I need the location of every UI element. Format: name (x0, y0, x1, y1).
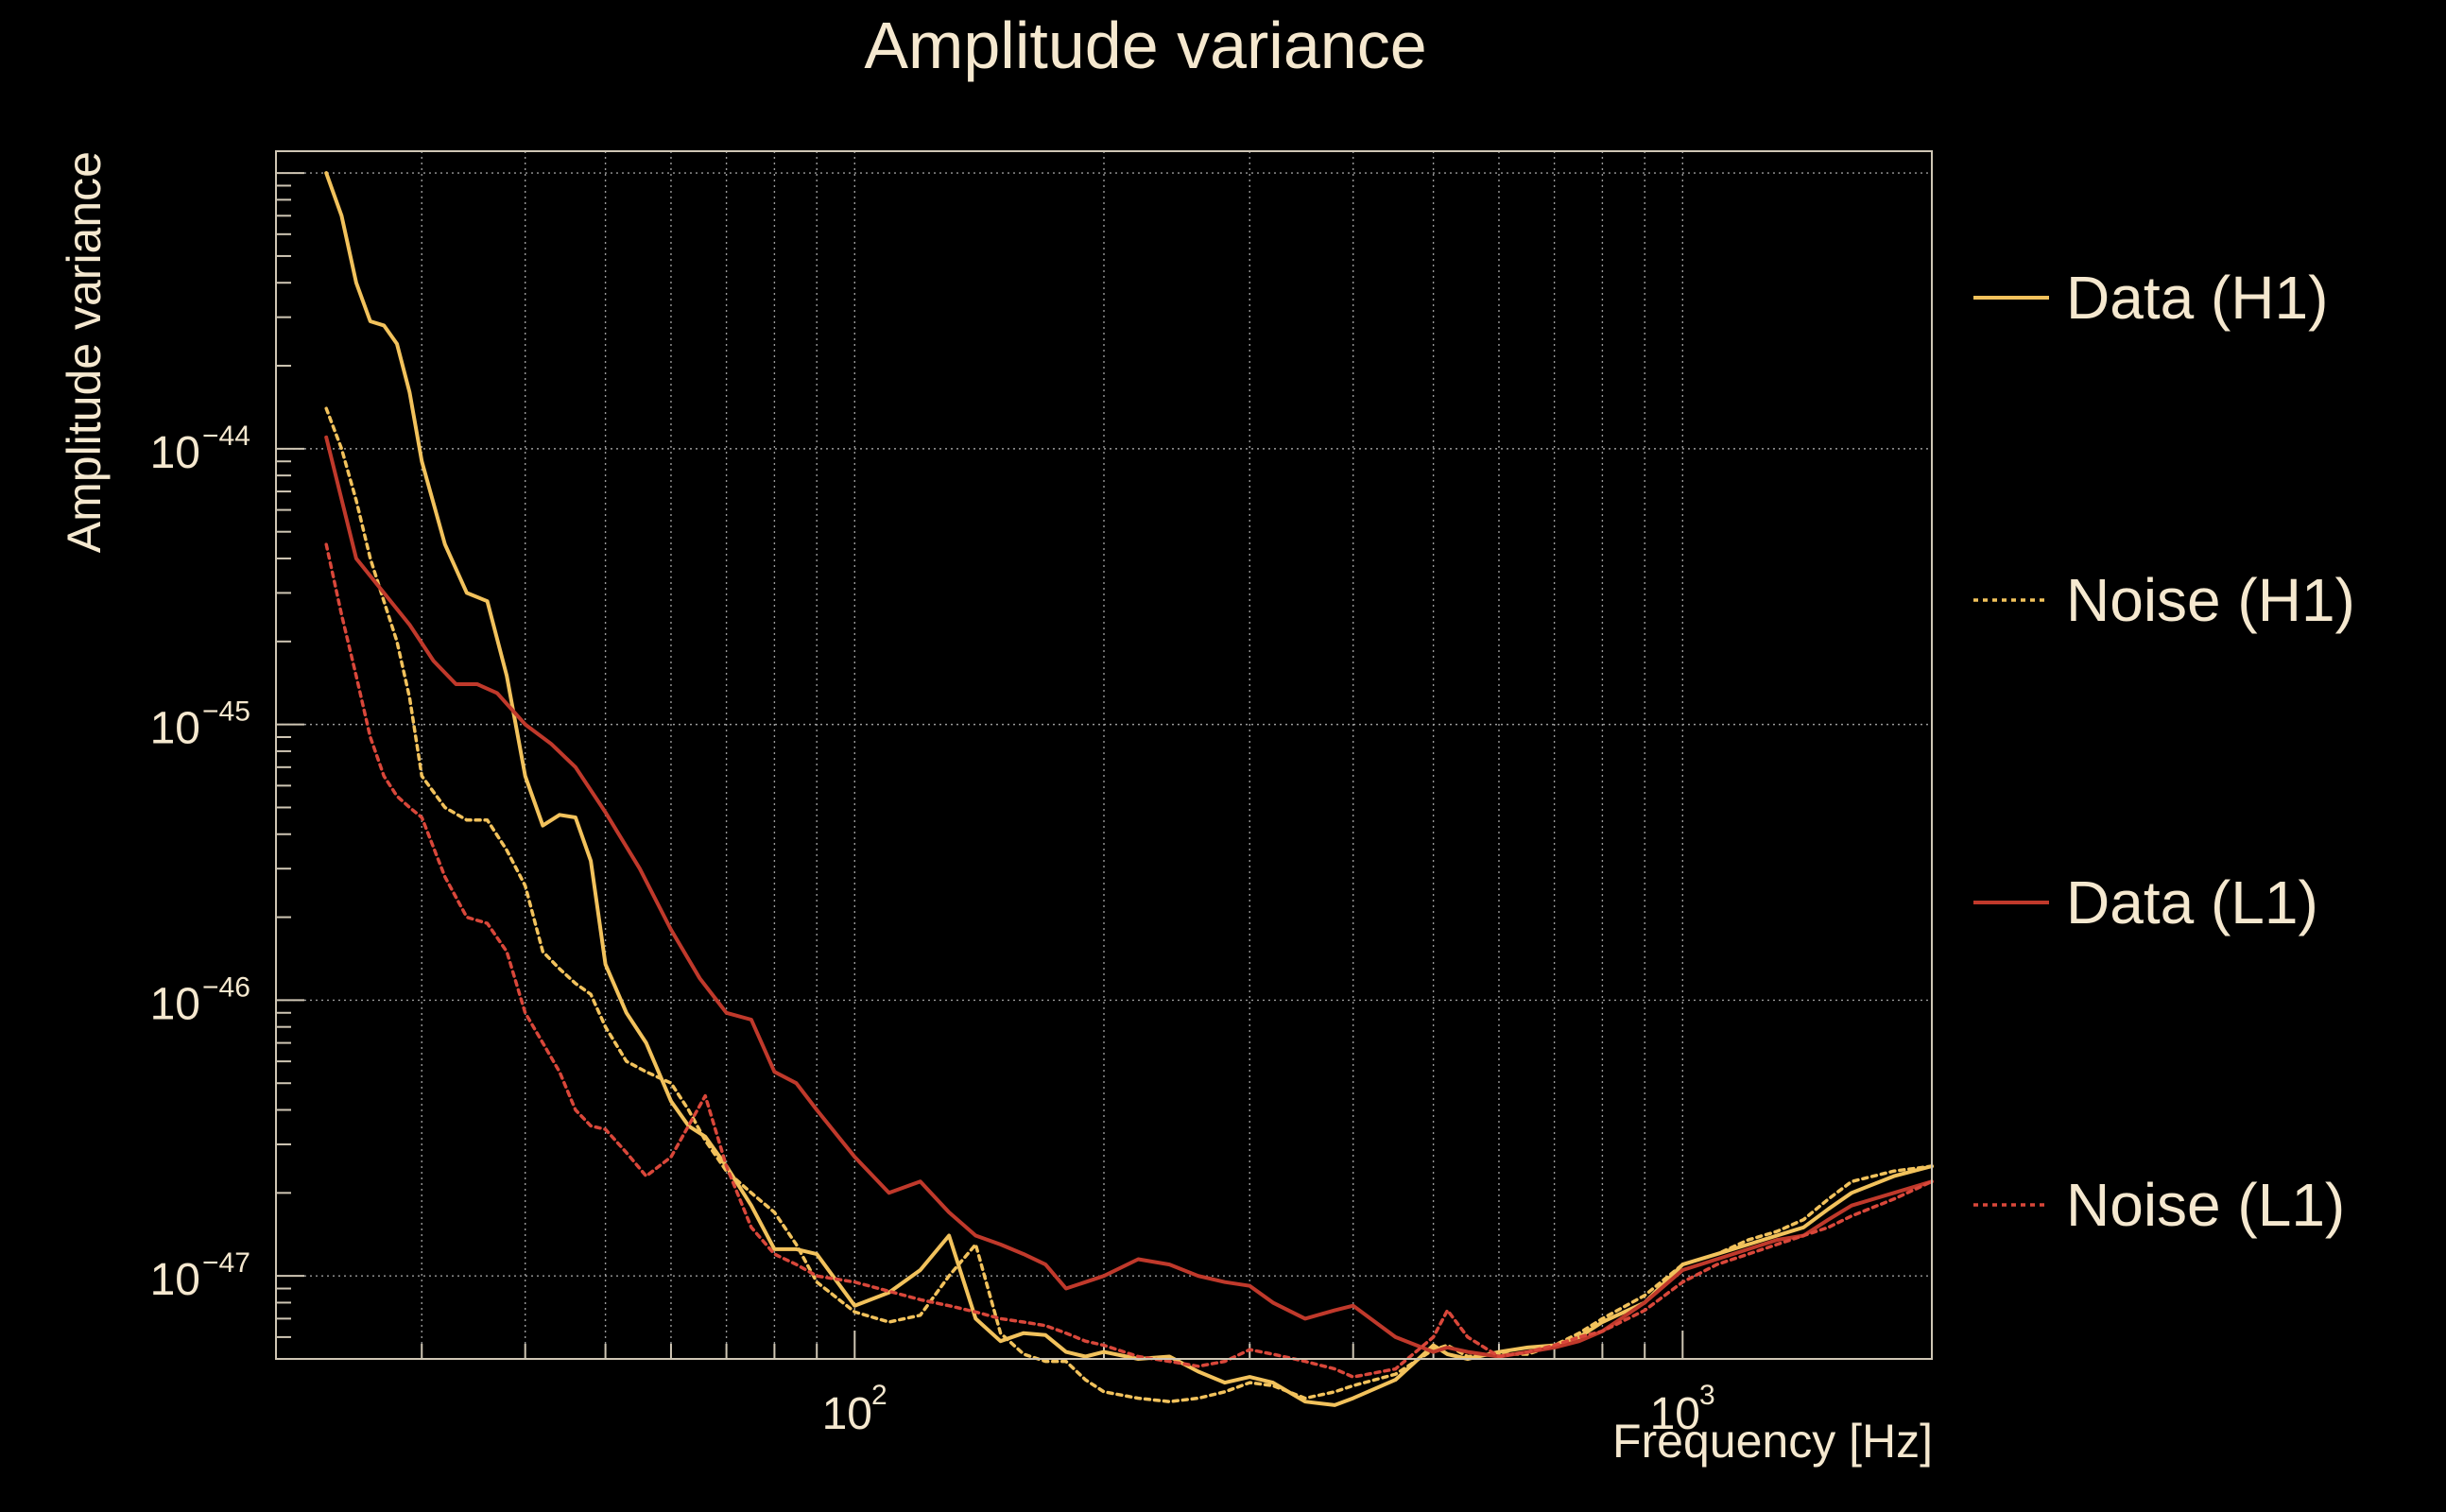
y-tick-label: 10 (150, 979, 200, 1029)
legend-label-0: Data (H1) (2066, 264, 2328, 332)
series-line-3 (324, 542, 1934, 1379)
y-tick-label: 10 (150, 428, 200, 478)
x-tick-label: 10 (1650, 1389, 1700, 1439)
legend: Data (H1) Noise (H1) Data (L1) Noise (L1) (1973, 264, 2355, 1239)
y-tick-label: 10 (150, 704, 200, 754)
plot-frame (275, 150, 1933, 1360)
legend-label-3: Noise (L1) (2066, 1171, 2345, 1239)
series-line-2 (324, 435, 1934, 1359)
series-line-1 (324, 406, 1934, 1403)
series-lines (324, 171, 1934, 1407)
y-tick-label-exponent: −45 (202, 696, 250, 728)
y-tick-label: 10 (150, 1255, 200, 1305)
x-tick-label-exponent: 2 (871, 1380, 887, 1411)
y-tick-label-exponent: −47 (202, 1247, 250, 1279)
chart-title: Amplitude variance (864, 9, 1426, 82)
legend-label-1: Noise (H1) (2066, 566, 2355, 634)
y-axis-label: Amplitude variance (58, 151, 111, 553)
legend-label-2: Data (L1) (2066, 868, 2318, 936)
x-tick-label: 10 (822, 1389, 872, 1439)
y-tick-label-exponent: −46 (202, 971, 250, 1003)
y-tick-label-exponent: −44 (202, 421, 250, 452)
x-axis-label: Frequency [Hz] (1612, 1415, 1933, 1468)
x-tick-label-exponent: 3 (1699, 1380, 1715, 1411)
series-line-0 (324, 171, 1934, 1407)
